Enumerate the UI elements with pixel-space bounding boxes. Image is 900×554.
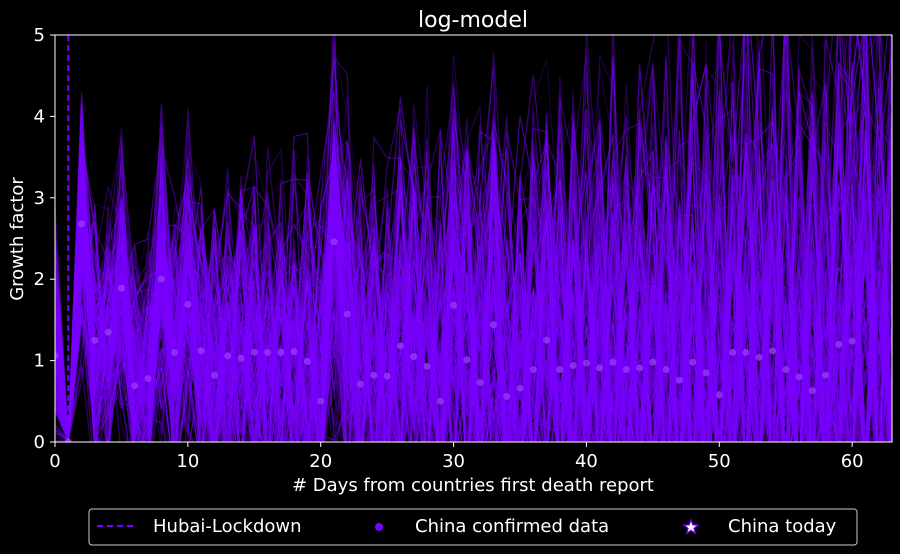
data-point (198, 347, 205, 354)
legend-label-china-today: China today (728, 516, 837, 537)
x-axis-label: # Days from countries first death report (292, 475, 654, 496)
data-point (663, 366, 670, 373)
x-tick-label: 30 (442, 451, 465, 472)
y-tick-label: 3 (34, 188, 45, 209)
data-point (238, 355, 245, 362)
data-point (145, 375, 152, 382)
data-point (556, 366, 563, 373)
x-tick-label: 60 (841, 451, 864, 472)
data-point (171, 349, 178, 356)
legend: Hubai-Lockdown China confirmed data Chin… (89, 509, 857, 545)
data-point (277, 349, 284, 356)
data-point (264, 349, 271, 356)
data-point (822, 372, 829, 379)
x-tick-label: 10 (176, 451, 199, 472)
x-tick-label: 40 (575, 451, 598, 472)
data-point (105, 329, 112, 336)
data-point (331, 238, 338, 245)
data-point (450, 302, 457, 309)
data-point (410, 353, 417, 360)
y-tick-label: 0 (34, 432, 45, 453)
data-point (742, 349, 749, 356)
data-point (676, 377, 683, 384)
data-point (835, 341, 842, 348)
data-point (463, 356, 470, 363)
data-point (849, 338, 856, 345)
data-point (211, 372, 218, 379)
data-point (131, 382, 138, 389)
data-point (384, 373, 391, 380)
data-point (649, 359, 656, 366)
data-point (769, 347, 776, 354)
y-tick-label: 2 (34, 269, 45, 290)
data-point (596, 364, 603, 371)
y-tick-label: 1 (34, 351, 45, 372)
data-point (503, 393, 510, 400)
data-point (756, 354, 763, 361)
data-point (344, 311, 351, 318)
data-point (623, 366, 630, 373)
legend-label-lockdown: Hubai-Lockdown (153, 516, 302, 537)
data-point (357, 381, 364, 388)
data-point (91, 337, 98, 344)
legend-label-china-data: China confirmed data (415, 516, 609, 537)
data-point (716, 391, 723, 398)
data-point (370, 372, 377, 379)
data-point (517, 385, 524, 392)
data-point (78, 220, 85, 227)
y-tick-label: 4 (34, 106, 45, 127)
data-point (291, 348, 298, 355)
data-point (809, 387, 816, 394)
data-point (703, 369, 710, 376)
legend-dot-icon (375, 523, 383, 531)
y-tick-label: 5 (34, 25, 45, 46)
data-point (317, 398, 324, 405)
data-point (118, 285, 125, 292)
data-point (397, 342, 404, 349)
x-tick-label: 50 (708, 451, 731, 472)
data-point (424, 363, 431, 370)
data-point (477, 379, 484, 386)
data-point (636, 364, 643, 371)
data-point (304, 358, 311, 365)
y-axis-label: Growth factor (7, 177, 28, 301)
data-point (224, 352, 231, 359)
data-point (782, 366, 789, 373)
data-point (729, 349, 736, 356)
x-tick-label: 0 (49, 451, 60, 472)
x-tick-label: 20 (309, 451, 332, 472)
data-point (543, 337, 550, 344)
data-point (796, 373, 803, 380)
chart-title: log-model (418, 8, 528, 33)
data-point (184, 301, 191, 308)
data-point (610, 359, 617, 366)
data-point (570, 362, 577, 369)
data-point (583, 360, 590, 367)
data-point (530, 366, 537, 373)
data-point (490, 321, 497, 328)
data-point (437, 398, 444, 405)
data-point (158, 276, 165, 283)
data-point (689, 359, 696, 366)
data-point (251, 349, 258, 356)
